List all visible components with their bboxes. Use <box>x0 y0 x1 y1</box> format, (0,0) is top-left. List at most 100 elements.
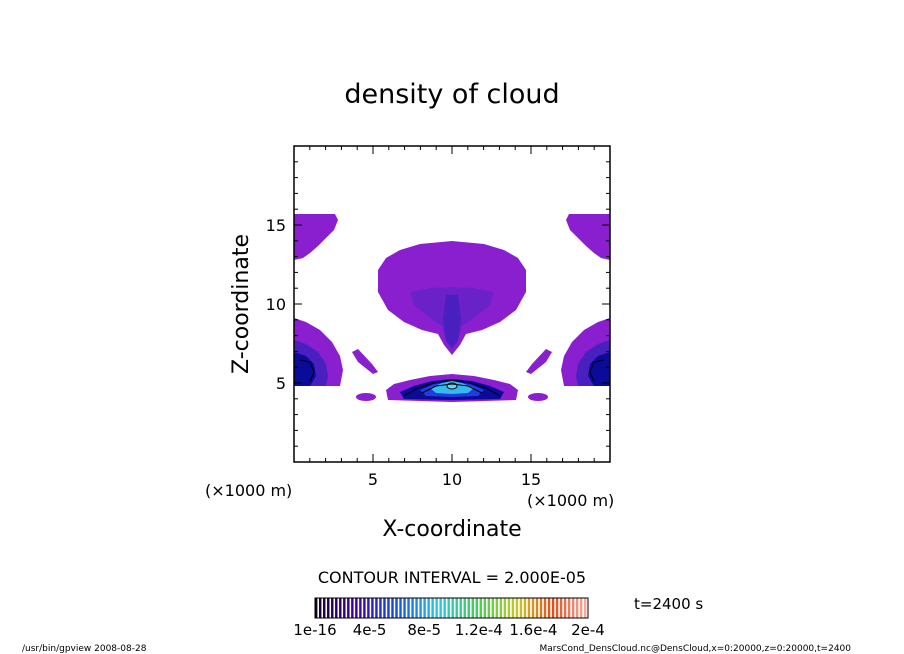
z-unit-label: (×1000 m) <box>205 481 292 500</box>
colorbar-segment <box>407 598 410 618</box>
central-cloud-stem <box>443 295 461 348</box>
footer-left: /usr/bin/gpview 2008-08-28 <box>22 644 147 654</box>
colorbar-segment <box>571 598 575 618</box>
colorbar-segment <box>567 598 571 618</box>
colorbar-label: 1e-16 <box>293 621 336 639</box>
z-tick-labels: 5 10 15 <box>266 216 286 393</box>
colorbar-segment <box>583 598 587 618</box>
colorbar-segment <box>323 598 326 618</box>
colorbar-segment <box>491 598 495 618</box>
colorbar-segment <box>463 598 466 618</box>
colorbar-segment <box>431 598 434 618</box>
colorbar-segment <box>355 598 358 618</box>
colorbar-segment <box>387 598 390 618</box>
colorbar-segment <box>575 598 579 618</box>
contour-line <box>299 359 315 383</box>
colorbar-segment <box>483 598 487 618</box>
z-tick-label: 5 <box>276 374 286 393</box>
colorbar-segment <box>579 598 583 618</box>
colorbar-label: 1.2e-4 <box>455 621 503 639</box>
colorbar-segment <box>435 598 438 618</box>
colorbar-segment <box>351 598 354 618</box>
colorbar-segment <box>399 598 402 618</box>
colorbar-segment <box>439 598 442 618</box>
left-streak <box>352 349 378 374</box>
right-streak <box>526 349 552 374</box>
colorbar-segment <box>367 598 370 618</box>
colorbar-segment <box>423 598 426 618</box>
colorbar-segment <box>559 598 563 618</box>
colorbar-segment <box>547 598 551 618</box>
colorbar-label: 8e-5 <box>407 621 441 639</box>
colorbar-segment <box>531 598 535 618</box>
colorbar-segment <box>475 598 478 618</box>
colorbar-segment <box>343 598 346 618</box>
colorbar-segment <box>467 598 470 618</box>
x-tick-label: 10 <box>442 470 462 489</box>
contour-line <box>403 379 501 397</box>
contour-line <box>589 359 605 383</box>
colorbar-segment <box>443 598 446 618</box>
colorbar-segment <box>459 598 462 618</box>
colorbar-segment <box>371 598 374 618</box>
x-tick-label: 5 <box>368 470 378 489</box>
x-tick-label: 15 <box>521 470 541 489</box>
colorbar-segment <box>347 598 350 618</box>
colorbar-label: 1.6e-4 <box>509 621 557 639</box>
colorbar-segment <box>515 598 519 618</box>
colorbar-segment <box>327 598 330 618</box>
colorbar-segment <box>535 598 539 618</box>
colorbar-segment <box>411 598 414 618</box>
colorbar-segment <box>403 598 406 618</box>
colorbar-segment <box>419 598 422 618</box>
colorbar-segment <box>427 598 430 618</box>
colorbar-labels: 1e-16 4e-5 8e-5 1.2e-4 1.6e-4 2e-4 <box>293 621 605 639</box>
colorbar-segment <box>479 598 483 618</box>
contour-line <box>421 383 483 394</box>
colorbar-segment <box>379 598 382 618</box>
contour-interval-text: CONTOUR INTERVAL = 2.000E-05 <box>318 568 586 587</box>
left-upper-cloud <box>294 214 338 260</box>
colorbar-segment <box>523 598 527 618</box>
time-label: t=2400 s <box>634 595 703 613</box>
colorbar-segment <box>499 598 503 618</box>
colorbar-label: 4e-5 <box>353 621 387 639</box>
colorbar-segment <box>563 598 567 618</box>
colorbar-segment <box>451 598 454 618</box>
z-tick-label: 15 <box>266 216 286 235</box>
colorbar-segment <box>383 598 386 618</box>
colorbar-segment <box>555 598 559 618</box>
right-upper-cloud <box>566 214 610 260</box>
colorbar-segment <box>331 598 334 618</box>
colorbar-frame <box>314 597 589 619</box>
colorbar-segment <box>335 598 338 618</box>
colorbar-segment <box>391 598 394 618</box>
chart-title: density of cloud <box>344 79 559 110</box>
right-small-blob <box>528 393 548 401</box>
colorbar-segment <box>507 598 511 618</box>
colorbar-segment <box>359 598 362 618</box>
colorbar-segment <box>487 598 491 618</box>
colorbar-segment <box>539 598 543 618</box>
colorbar-segment <box>363 598 366 618</box>
colorbar-segment <box>527 598 531 618</box>
colorbar-segment <box>415 598 418 618</box>
colorbar-segment <box>315 598 318 618</box>
colorbar <box>315 598 587 618</box>
colorbar-segment <box>551 598 555 618</box>
colorbar-segment <box>339 598 342 618</box>
z-tick-label: 10 <box>266 295 286 314</box>
contour-fill-group <box>294 214 610 402</box>
colorbar-segment <box>543 598 547 618</box>
colorbar-segment <box>375 598 378 618</box>
left-small-blob <box>356 393 376 401</box>
colorbar-segment <box>471 598 474 618</box>
right-mid-cloud-core <box>588 352 610 386</box>
x-tick-labels: 5 10 15 <box>368 470 541 489</box>
colorbar-segment <box>395 598 398 618</box>
colorbar-segment <box>447 598 450 618</box>
colorbar-segment <box>455 598 458 618</box>
x-unit-label: (×1000 m) <box>527 491 614 510</box>
